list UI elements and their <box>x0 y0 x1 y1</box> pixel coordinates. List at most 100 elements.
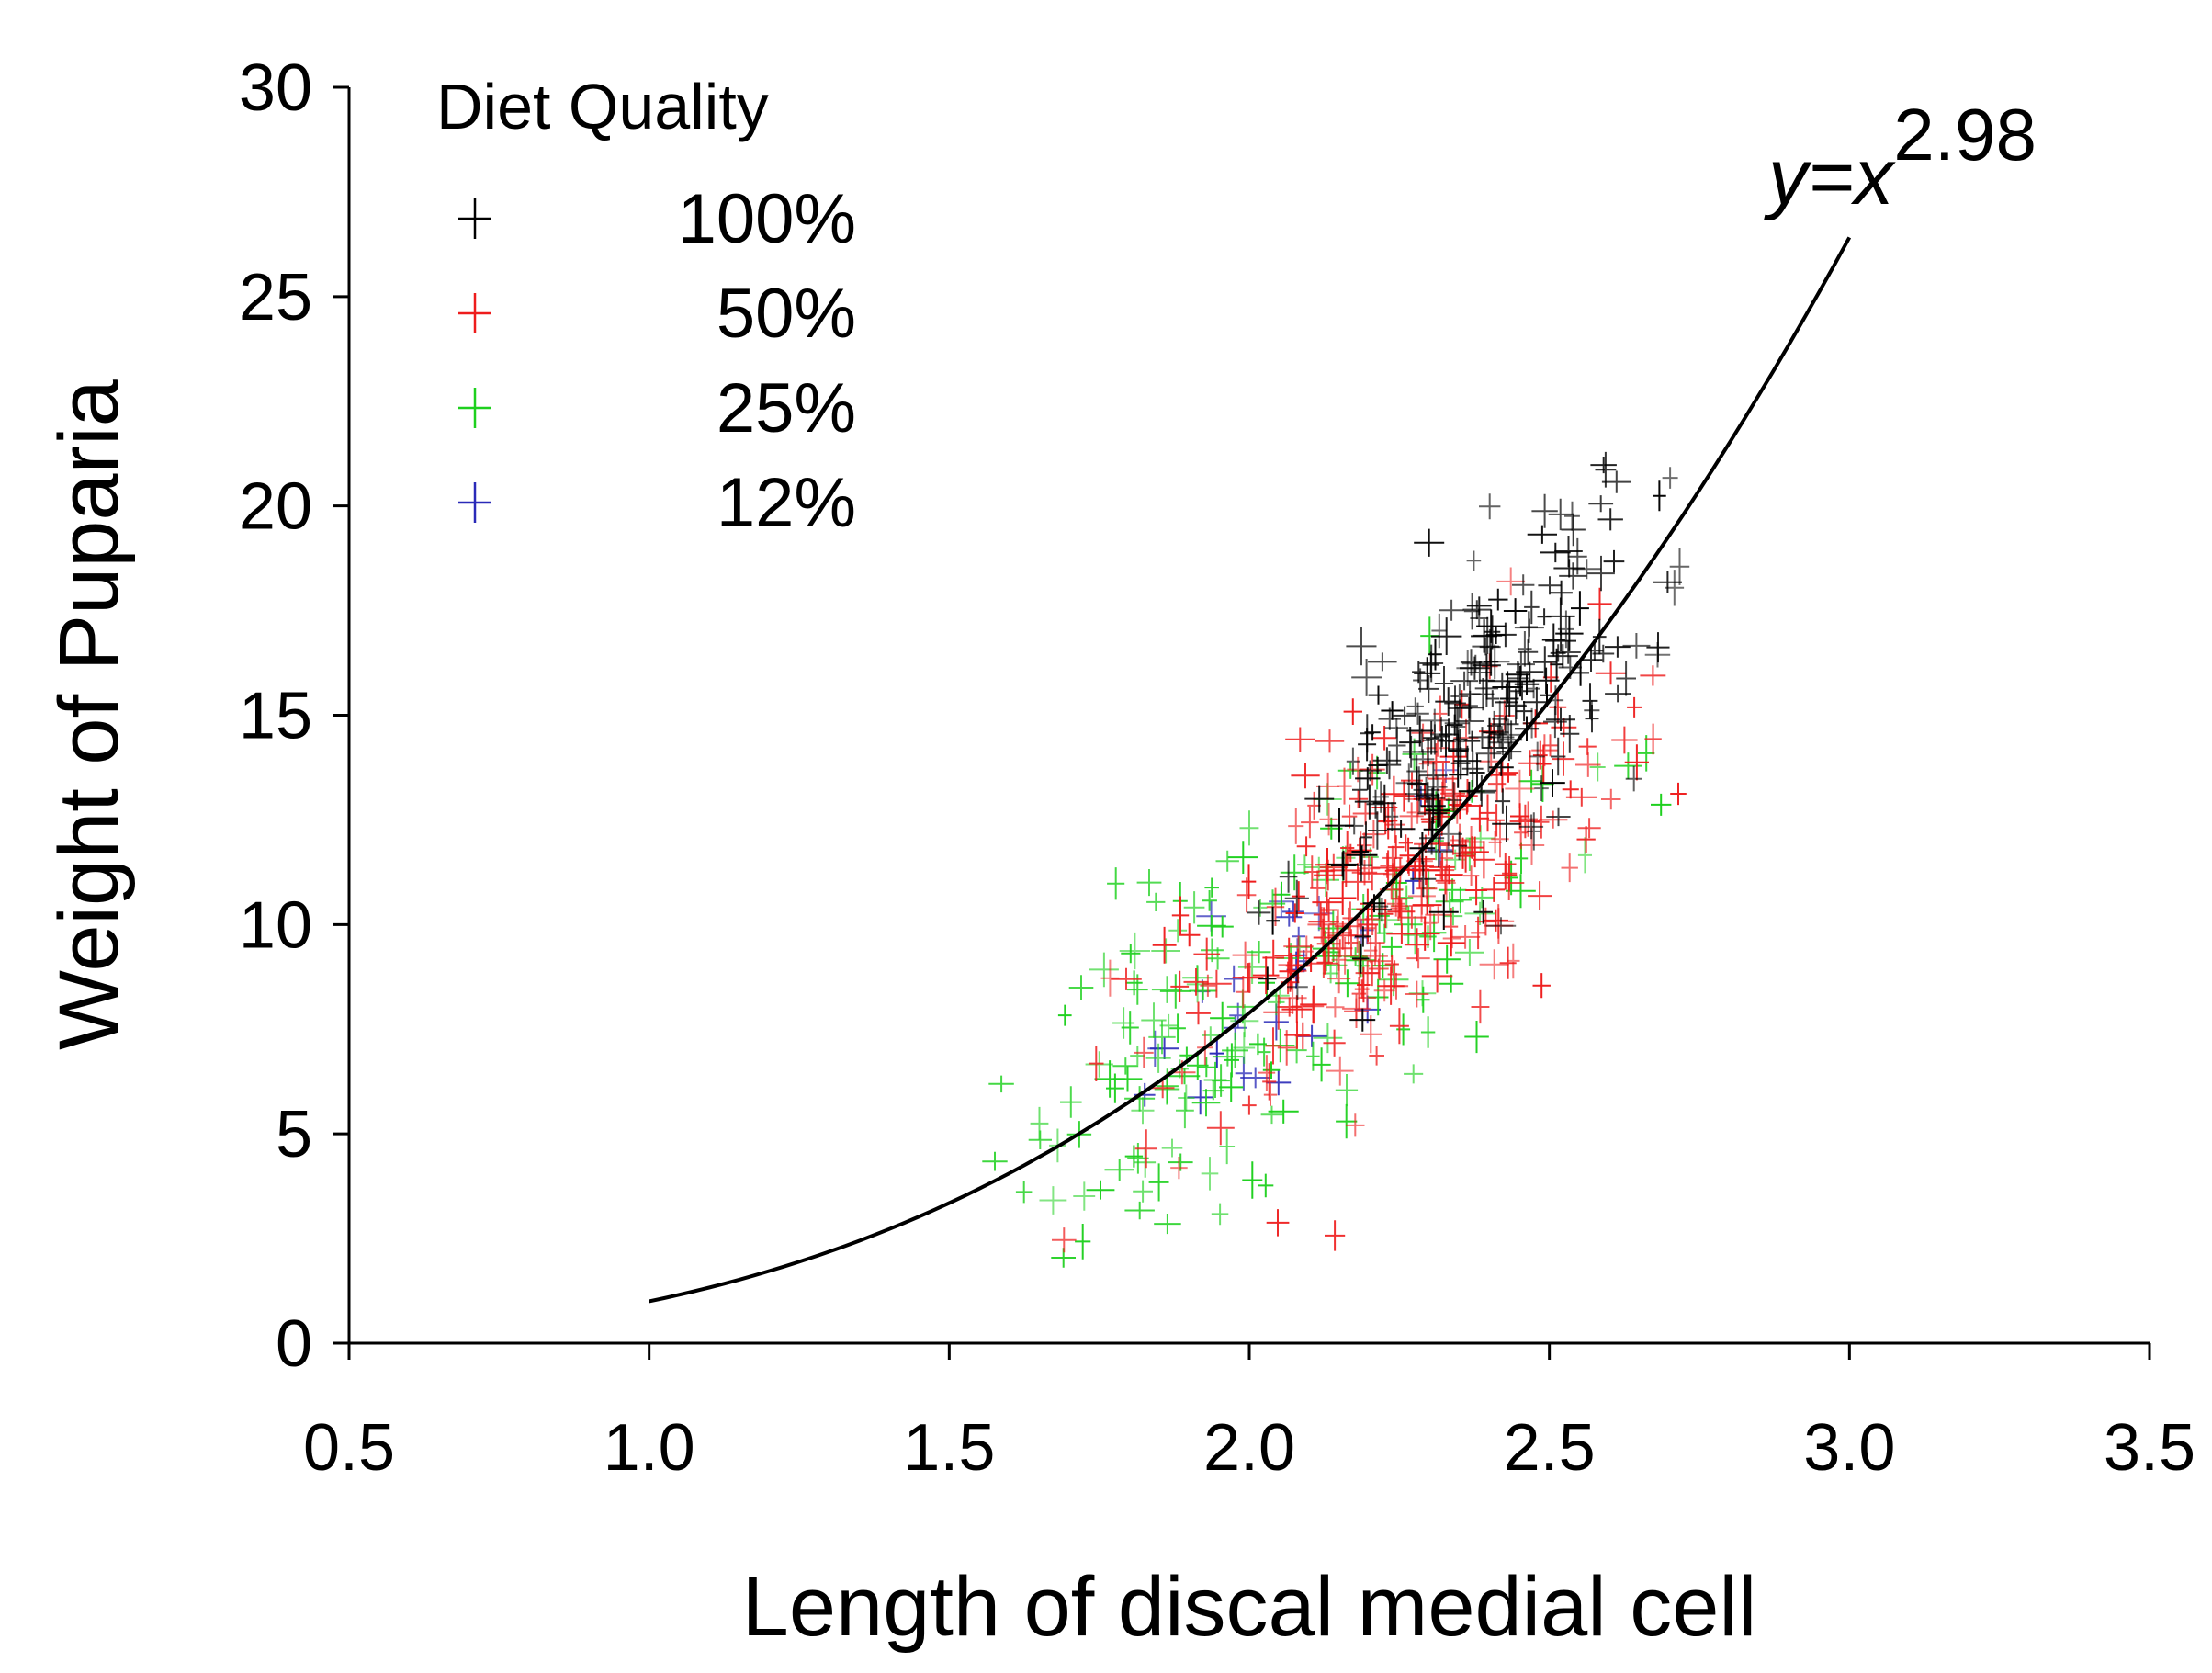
data-point <box>1406 702 1429 725</box>
data-point <box>1151 938 1180 964</box>
data-point <box>1488 588 1508 611</box>
data-point <box>1669 548 1690 585</box>
data-point <box>1300 985 1327 1024</box>
data-point <box>1540 769 1565 797</box>
data-point <box>1465 875 1487 906</box>
data-point <box>1601 470 1631 493</box>
data-point <box>1337 767 1352 805</box>
data-point <box>1393 706 1416 726</box>
data-point <box>1540 542 1571 563</box>
data-point <box>1262 1061 1281 1079</box>
data-point <box>1357 856 1387 891</box>
data-point <box>1219 1128 1236 1165</box>
data-point <box>1366 789 1385 819</box>
data-point <box>1089 1046 1104 1081</box>
data-point <box>1625 765 1642 792</box>
data-point <box>1358 728 1377 762</box>
data-point <box>1257 1037 1271 1067</box>
x-axis-ticks: 0.5 1.0 1.5 2.0 2.5 3.0 3.5 <box>303 1343 2195 1485</box>
data-point <box>1346 627 1377 666</box>
data-point <box>1279 860 1298 893</box>
data-point <box>1168 1068 1201 1085</box>
data-point <box>1531 734 1558 767</box>
data-point <box>1473 616 1503 654</box>
data-point <box>1068 975 1094 1000</box>
data-point <box>1524 590 1540 625</box>
data-point <box>1247 900 1271 925</box>
x-tick-label: 1.5 <box>903 1411 995 1485</box>
x-tick-label: 3.0 <box>1803 1411 1895 1485</box>
data-point <box>1479 949 1509 980</box>
data-point <box>1462 750 1484 788</box>
data-point <box>1512 574 1535 596</box>
data-point <box>1555 640 1581 664</box>
data-point <box>1644 642 1671 668</box>
data-point <box>1424 835 1453 867</box>
fit-equation-exponent: 2.98 <box>1893 94 2037 175</box>
data-point <box>1614 752 1642 779</box>
data-point <box>1402 736 1420 768</box>
legend-item-12pct: 12% <box>458 464 856 542</box>
data-point <box>1364 960 1380 987</box>
data-point <box>1252 956 1280 995</box>
data-point <box>1291 763 1320 789</box>
data-point <box>1551 737 1566 776</box>
data-point <box>1485 690 1500 707</box>
x-tick-label: 2.5 <box>1504 1411 1596 1485</box>
data-point <box>1075 1224 1091 1260</box>
data-point <box>1274 937 1304 974</box>
data-point <box>1193 937 1221 971</box>
data-point <box>1326 953 1348 978</box>
data-point <box>1431 613 1448 649</box>
data-point <box>1473 841 1495 879</box>
data-point <box>1405 980 1429 1008</box>
data-point <box>1202 969 1232 998</box>
fit-equation-label: y=x2.98 <box>1764 94 2037 221</box>
data-point <box>1435 687 1462 717</box>
data-point <box>1488 831 1502 854</box>
data-point <box>1399 802 1424 831</box>
data-point <box>1124 1086 1156 1112</box>
data-point <box>1578 738 1597 755</box>
data-point <box>1351 943 1370 974</box>
data-point <box>1377 899 1394 928</box>
data-point <box>1419 787 1446 808</box>
data-point <box>1131 1097 1155 1125</box>
data-point <box>1416 782 1440 808</box>
data-point <box>1504 860 1518 896</box>
data-point <box>1519 611 1538 643</box>
data-point <box>1468 727 1496 748</box>
data-point <box>1479 493 1501 520</box>
data-point <box>1529 741 1545 772</box>
data-point <box>1206 1111 1235 1146</box>
data-point <box>1528 881 1552 910</box>
data-point <box>1454 707 1484 735</box>
data-point <box>1112 1057 1139 1075</box>
data-point <box>1638 735 1655 772</box>
data-point <box>1462 600 1492 620</box>
data-point <box>1506 665 1535 697</box>
data-point <box>1381 936 1403 957</box>
data-point <box>1470 804 1489 832</box>
data-point <box>1546 807 1571 827</box>
data-point <box>1148 1020 1176 1055</box>
data-point <box>1442 928 1462 949</box>
data-point <box>1439 599 1464 621</box>
data-point <box>1239 810 1259 846</box>
data-point <box>1227 841 1258 874</box>
data-point <box>1209 1039 1224 1068</box>
data-point <box>1343 863 1372 901</box>
y-axis-title: Weight of Puparia <box>42 379 136 1049</box>
data-point <box>1419 762 1448 790</box>
data-point <box>1460 649 1483 676</box>
data-point <box>1284 879 1309 917</box>
data-point <box>1178 1084 1195 1112</box>
data-point <box>1381 701 1404 720</box>
data-point <box>1464 1021 1489 1054</box>
data-point <box>1427 775 1448 798</box>
data-point <box>1133 1180 1153 1203</box>
data-point <box>1315 729 1345 753</box>
data-point <box>1373 979 1395 1002</box>
data-point <box>1627 696 1642 718</box>
data-point <box>1450 671 1478 691</box>
